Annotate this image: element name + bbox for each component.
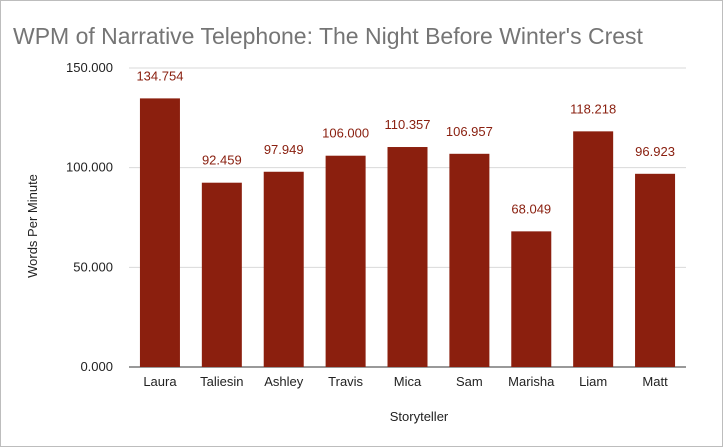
bar-ashley — [263, 171, 304, 367]
data-label: 134.754 — [136, 68, 183, 83]
x-tick-label: Sam — [456, 374, 483, 389]
x-tick-label: Liam — [579, 374, 607, 389]
bar-marisha — [511, 231, 552, 367]
bar-sam — [449, 153, 490, 367]
x-tick-label: Taliesin — [200, 374, 243, 389]
data-label: 97.949 — [264, 142, 304, 157]
bar-travis — [325, 155, 366, 367]
x-tick-label: Matt — [642, 374, 668, 389]
y-axis-ticks: 0.000 50.000 100.000 150.000 — [66, 60, 113, 374]
y-tick-label: 50.000 — [73, 259, 113, 274]
x-tick-label: Travis — [328, 374, 363, 389]
y-tick-label: 0.000 — [80, 359, 113, 374]
data-label: 118.218 — [570, 101, 616, 116]
x-tick-label: Laura — [143, 374, 177, 389]
x-tick-label: Mica — [394, 374, 422, 389]
x-tick-label: Marisha — [508, 374, 555, 389]
bar-taliesin — [201, 182, 242, 367]
data-label: 96.923 — [635, 144, 675, 159]
y-tick-label: 100.000 — [66, 160, 113, 175]
data-label: 92.459 — [202, 153, 242, 168]
bars — [139, 98, 676, 368]
x-tick-label: Ashley — [264, 374, 304, 389]
bar-mica — [387, 147, 428, 367]
y-tick-label: 150.000 — [66, 60, 113, 75]
chart-title: WPM of Narrative Telephone: The Night Be… — [13, 23, 644, 49]
bar-liam — [573, 131, 614, 367]
bar-laura — [139, 98, 180, 368]
bar-matt — [635, 173, 676, 367]
x-axis-title: Storyteller — [390, 409, 449, 424]
data-labels: 134.754 92.459 97.949 106.000 110.357 106.957… — [136, 68, 674, 216]
y-axis-title: Words Per Minute — [25, 174, 40, 278]
data-label: 106.957 — [446, 124, 493, 139]
data-label: 110.357 — [384, 117, 430, 132]
data-label: 106.000 — [322, 126, 369, 141]
x-axis-ticks: Laura Taliesin Ashley Travis Mica Sam Marisha L… — [143, 374, 668, 389]
data-label: 68.049 — [511, 201, 551, 216]
